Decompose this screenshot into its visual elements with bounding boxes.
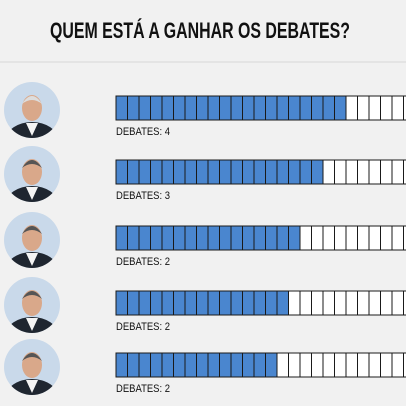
face	[22, 290, 42, 316]
portrait	[4, 212, 60, 268]
bar-cell	[403, 159, 406, 185]
portrait	[4, 82, 60, 138]
suit	[6, 122, 58, 138]
suit	[6, 379, 58, 395]
portrait	[4, 146, 60, 202]
face	[22, 95, 42, 121]
row-label: DEBATES: 4	[116, 126, 170, 138]
portrait	[4, 339, 60, 395]
row-label: DEBATES: 2	[116, 383, 170, 395]
hair	[22, 226, 42, 234]
face	[22, 352, 42, 378]
hair	[22, 353, 42, 361]
bar	[116, 291, 289, 315]
chart-title: QUEM ESTÁ A GANHAR OS DEBATES?	[50, 18, 350, 43]
bar-cell	[403, 95, 406, 121]
suit	[6, 186, 58, 202]
portrait	[4, 277, 60, 333]
hair	[22, 96, 42, 104]
hair	[22, 160, 42, 168]
suit	[6, 317, 58, 333]
hair	[22, 291, 42, 299]
portrait-figure	[6, 352, 58, 395]
portrait-figure	[6, 95, 58, 138]
row-label: DEBATES: 2	[116, 256, 170, 268]
suit	[6, 252, 58, 268]
face	[22, 225, 42, 251]
bar-cell	[403, 352, 406, 378]
row-label: DEBATES: 2	[116, 321, 170, 333]
shirt	[26, 318, 38, 331]
portrait-figure	[6, 225, 58, 268]
shirt	[26, 380, 38, 393]
shirt	[26, 123, 38, 136]
row-label: DEBATES: 3	[116, 190, 170, 202]
shirt	[26, 253, 38, 266]
portrait-figure	[6, 159, 58, 202]
bar-cell	[403, 225, 406, 251]
bar-cell	[403, 290, 406, 316]
shirt	[26, 187, 38, 200]
portrait-figure	[6, 290, 58, 333]
face	[22, 159, 42, 185]
